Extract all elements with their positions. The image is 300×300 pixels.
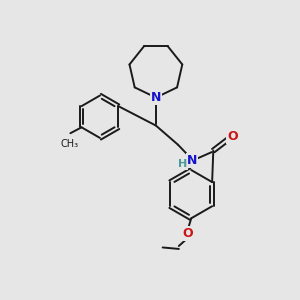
- Text: O: O: [227, 130, 238, 143]
- Text: O: O: [182, 227, 193, 240]
- Text: H: H: [178, 159, 188, 170]
- Text: CH₃: CH₃: [60, 139, 79, 148]
- Text: N: N: [187, 154, 197, 167]
- Text: N: N: [151, 91, 161, 104]
